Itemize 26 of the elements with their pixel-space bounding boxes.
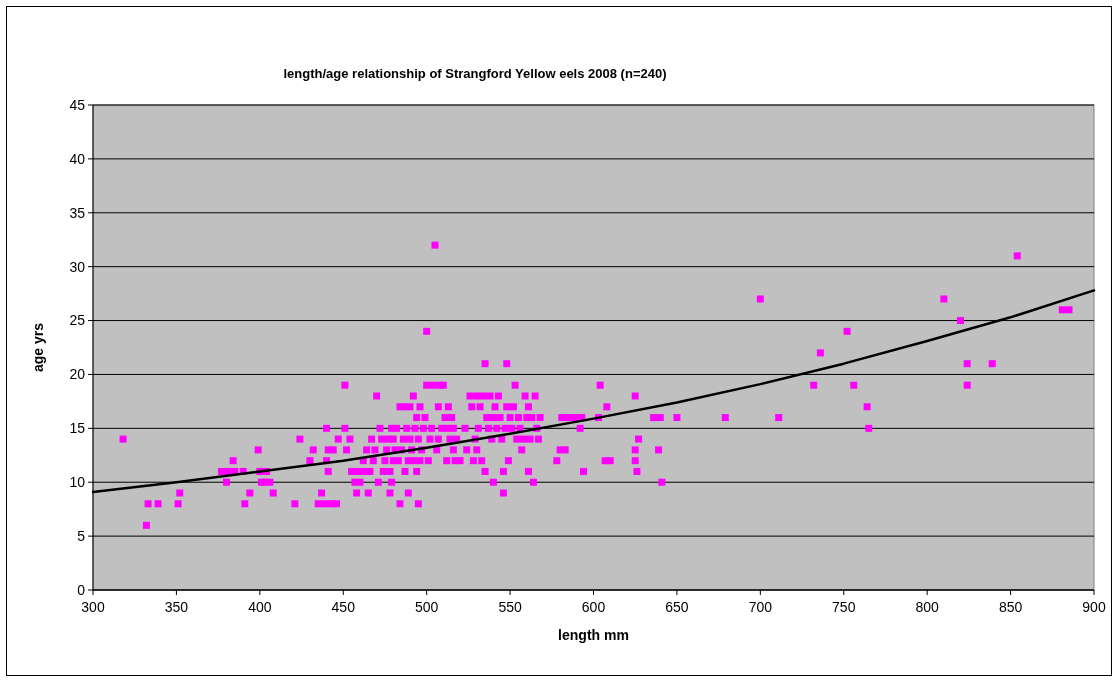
x-tick-label: 700 bbox=[748, 599, 773, 615]
x-tick-label: 500 bbox=[414, 599, 439, 615]
y-tick-label: 20 bbox=[69, 366, 86, 383]
x-tick-label: 450 bbox=[331, 599, 356, 615]
y-tick-label: 45 bbox=[69, 96, 86, 113]
y-axis-title: age yrs bbox=[30, 322, 46, 373]
y-tick-label: 0 bbox=[77, 581, 86, 598]
y-tick-label: 5 bbox=[77, 528, 86, 545]
x-tick-label: 650 bbox=[665, 599, 689, 615]
y-tick-label: 40 bbox=[69, 150, 86, 167]
x-tick-label: 600 bbox=[581, 599, 606, 615]
y-tick-label: 15 bbox=[69, 420, 86, 437]
x-tick-label: 750 bbox=[832, 599, 856, 615]
chart-title: length/age relationship of Strangford Yellow eels 2008 (n=240) bbox=[283, 66, 667, 81]
x-tick-label: 400 bbox=[248, 599, 272, 615]
x-tick-label: 800 bbox=[915, 599, 940, 615]
y-tick-label: 35 bbox=[69, 204, 86, 221]
y-tick-label: 25 bbox=[69, 312, 86, 329]
x-tick-label: 550 bbox=[498, 599, 522, 615]
x-axis-title: length mm bbox=[558, 627, 629, 643]
x-tick-label: 350 bbox=[164, 599, 189, 615]
x-tick-label: 900 bbox=[1082, 599, 1106, 615]
x-tick-label: 300 bbox=[81, 599, 105, 615]
y-tick-label: 30 bbox=[69, 258, 86, 275]
y-tick-label: 10 bbox=[69, 474, 86, 491]
x-tick-label: 850 bbox=[998, 599, 1023, 615]
